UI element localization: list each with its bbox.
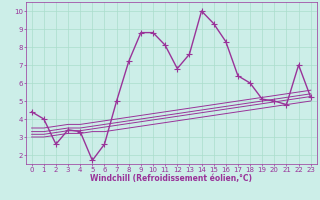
X-axis label: Windchill (Refroidissement éolien,°C): Windchill (Refroidissement éolien,°C)	[90, 174, 252, 183]
